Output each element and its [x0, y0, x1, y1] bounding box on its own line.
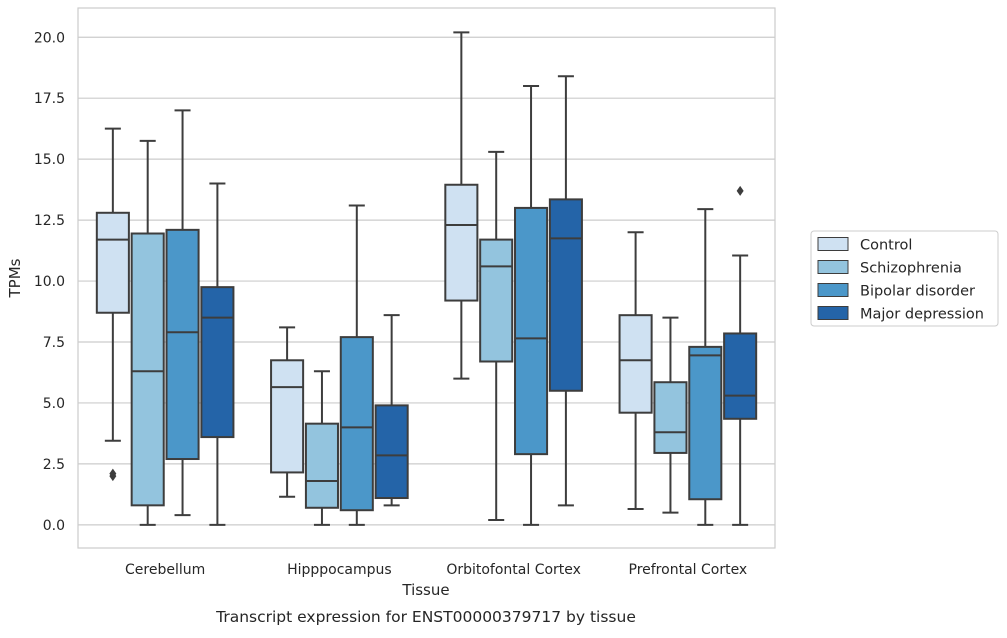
- box-series: [95, 31, 758, 526]
- legend-swatch: [817, 237, 849, 251]
- box-2-1: [479, 150, 514, 521]
- box-body: [130, 232, 165, 507]
- box-body: [95, 211, 130, 314]
- box-2-0: [444, 31, 479, 380]
- box-1-0: [270, 326, 305, 498]
- legend: Control Schizophrenia Bipolar disorder Majo…: [810, 230, 999, 327]
- y-tick-label: 5.0: [43, 396, 65, 412]
- outlier-point: [736, 185, 744, 196]
- box-3-1: [653, 316, 688, 514]
- chart-caption: Transcript expression for ENST0000037971…: [215, 608, 636, 626]
- box-body: [339, 336, 374, 512]
- x-tick-label: Orbitofontal Cortex: [446, 562, 581, 578]
- box-2-3: [548, 75, 583, 507]
- y-axis-label: TPMs: [6, 258, 24, 298]
- box-body: [548, 198, 583, 392]
- legend-swatch: [817, 283, 849, 297]
- y-tick-label: 2.5: [43, 457, 65, 473]
- box-body: [200, 286, 235, 439]
- box-body: [653, 381, 688, 454]
- outlier-point: [109, 468, 117, 479]
- box-body: [479, 238, 514, 363]
- legend-label: Control: [860, 238, 912, 254]
- legend-label: Schizophrenia: [860, 261, 962, 277]
- box-2-2: [514, 85, 549, 526]
- y-tick-label: 20.0: [34, 30, 65, 46]
- plot-frame: [77, 7, 776, 549]
- legend-label: Bipolar disorder: [860, 284, 975, 300]
- y-tick-label: 0.0: [43, 518, 65, 534]
- box-0-3: [200, 182, 235, 526]
- y-tick-label: 17.5: [34, 91, 65, 107]
- x-tick-label: Hipppocampus: [287, 562, 392, 578]
- box-1-3: [374, 314, 409, 507]
- box-0-1: [130, 139, 165, 526]
- box-1-1: [304, 370, 339, 526]
- box-0-0: [95, 127, 130, 482]
- y-tick-label: 15.0: [34, 152, 65, 168]
- x-tick-label: Prefrontal Cortex: [629, 562, 748, 578]
- x-tick-labels: Cerebellum Hipppocampus Orbitofontal Corte…: [125, 562, 747, 578]
- box-3-0: [618, 231, 653, 510]
- box-body: [514, 206, 549, 456]
- legend-swatch: [817, 260, 849, 274]
- legend-frame: [810, 230, 999, 327]
- box-0-2: [165, 109, 200, 517]
- y-tick-label: 7.5: [43, 335, 65, 351]
- y-tick-label: 12.5: [34, 213, 65, 229]
- box-body: [374, 404, 409, 500]
- box-1-2: [339, 204, 374, 526]
- y-tick-label: 10.0: [34, 274, 65, 290]
- box-body: [444, 183, 479, 302]
- box-body: [618, 314, 653, 414]
- box-body: [723, 332, 758, 420]
- legend-swatch: [817, 306, 849, 320]
- x-axis-label: Tissue: [401, 581, 449, 599]
- box-body: [270, 359, 305, 474]
- box-3-2: [688, 208, 723, 526]
- box-body: [304, 422, 339, 509]
- box-body: [165, 228, 200, 461]
- legend-label: Major depression: [860, 307, 984, 323]
- box-3-3: [723, 185, 758, 526]
- y-tick-labels: 0.0 2.5 5.0 7.5 10.0 12.5 15.0 17.5 20.0: [34, 30, 65, 534]
- box-body: [688, 345, 723, 501]
- x-tick-label: Cerebellum: [125, 562, 205, 578]
